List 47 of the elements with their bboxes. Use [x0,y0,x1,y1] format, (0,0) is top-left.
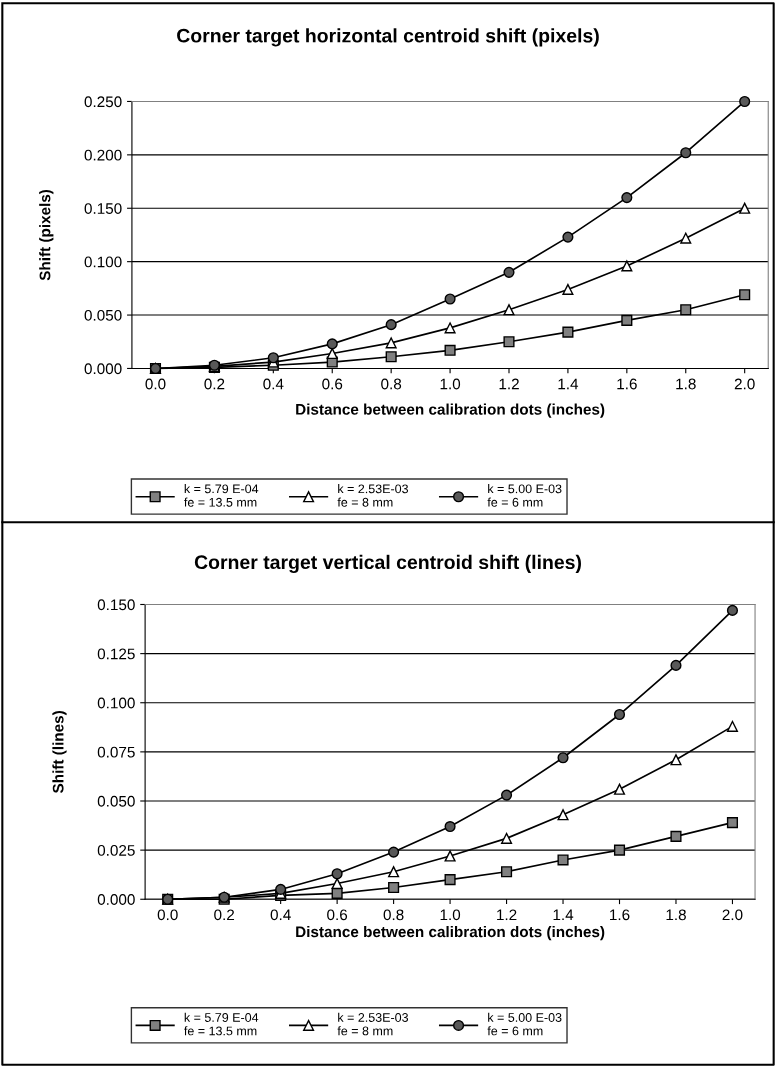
y-tick-label: 0.250 [84,96,122,108]
y-tick-label: 0.150 [97,599,135,611]
x-tick-label: 1.2 [499,378,519,390]
x-tick-label: 1.0 [440,378,461,390]
y-tick-label: 0.100 [84,256,122,268]
legend-label: k = 5.79 E-04 fe = 13.5 mm [184,1012,259,1036]
x-tick-label: 2.0 [722,909,743,921]
y-tick-label: 0.050 [84,309,122,321]
x-tick-label: 0.2 [204,378,225,390]
x-tick-label: 1.8 [666,909,686,921]
x-tick-label: 0.2 [214,909,235,921]
x-axis-title: Distance between calibration dots (inches) [296,926,605,941]
y-axis-title: Shift (pixels) [39,189,54,281]
x-tick-label: 1.8 [676,378,696,390]
y-tick-label: 0.000 [84,363,122,375]
legend-label: k = 5.00 E-03 fe = 6 mm [487,1012,562,1036]
y-tick-label: 0.125 [97,648,135,660]
x-tick-label: 0.0 [145,378,166,390]
x-tick-label: 0.8 [383,909,404,921]
y-tick-label: 0.150 [84,203,122,214]
chart-title: Corner target horizontal centroid shift (pixels) [177,28,599,47]
y-tick-label: 0.050 [97,795,135,807]
y-tick-label: 0.025 [97,845,135,856]
x-axis-title: Distance between calibration dots (inches) [296,403,605,418]
x-tick-label: 0.0 [157,909,178,921]
legend-label: k = 2.53E-03 fe = 8 mm [337,1012,409,1036]
x-tick-label: 1.4 [553,909,574,921]
x-tick-label: 0.4 [263,378,284,390]
x-tick-label: 0.4 [270,909,291,921]
x-tick-label: 0.6 [322,378,343,390]
legend-label: k = 5.79 E-04 fe = 13.5 mm [184,484,259,507]
x-tick-label: 1.6 [610,909,630,921]
legend-label: k = 5.00 E-03 fe = 6 mm [487,484,562,507]
x-tick-label: 2.0 [734,378,755,390]
x-tick-label: 1.0 [440,909,461,921]
y-axis-title: Shift (lines) [52,711,67,794]
legend-label: k = 2.53E-03 fe = 8 mm [337,484,409,507]
x-tick-label: 1.4 [558,378,579,390]
x-tick-label: 1.2 [497,909,517,921]
y-tick-label: 0.200 [84,149,122,161]
x-tick-label: 0.8 [381,378,402,390]
y-tick-label: 0.000 [97,894,135,905]
x-tick-label: 1.6 [617,378,637,390]
y-tick-label: 0.100 [97,697,135,709]
x-tick-label: 0.6 [327,909,348,921]
chart-title: Corner target vertical centroid shift (lines) [194,554,581,574]
y-tick-label: 0.075 [97,746,135,758]
